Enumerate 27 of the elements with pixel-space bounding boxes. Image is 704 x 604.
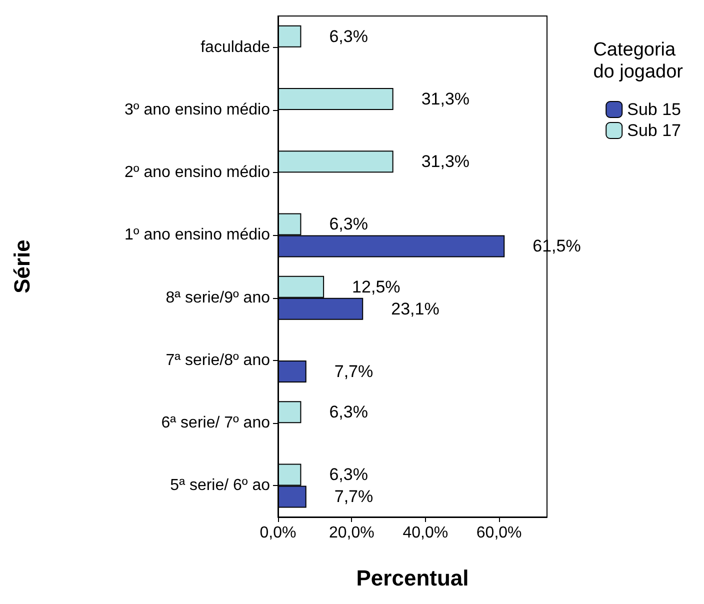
data-label: 7,7% (334, 487, 374, 506)
y-tick-label: 6ª serie/ 7º ano (161, 414, 270, 432)
legend-title: Categoria do jogador (593, 40, 684, 82)
data-label: 12,5% (352, 277, 400, 296)
data-label: 6,3% (329, 402, 368, 422)
data-label: 31,3% (421, 152, 470, 172)
y-tick-label: 8ª serie/9º ano (166, 289, 270, 306)
data-label: 7,7% (334, 362, 374, 381)
y-tick-label: 5ª serie/ 6º ao (170, 477, 270, 494)
data-label: 31,3% (421, 89, 470, 108)
x-tick-label: 40,0% (402, 524, 448, 542)
y-tick-label: 1º ano ensino médio (124, 226, 270, 244)
data-label: 6,3% (329, 465, 368, 484)
x-tick-label: 20,0% (329, 524, 374, 542)
x-tick-label: 60,0% (476, 524, 522, 542)
y-tick-label: 2º ano ensino médio (124, 164, 270, 182)
y-tick-label: faculdade (200, 38, 270, 56)
y-axis-title: Série (10, 240, 34, 294)
data-label: 6,3% (329, 214, 368, 234)
y-tick-label: 3º ano ensino médio (124, 101, 270, 118)
legend-label: Sub 17 (627, 121, 682, 140)
legend-label: Sub 15 (627, 100, 682, 119)
data-label: 23,1% (391, 299, 440, 318)
x-axis-title: Percentual (356, 566, 469, 590)
x-tick-label: 0,0% (260, 524, 296, 542)
data-label: 6,3% (329, 26, 368, 46)
y-tick-label: 7ª serie/8º ano (166, 352, 270, 369)
